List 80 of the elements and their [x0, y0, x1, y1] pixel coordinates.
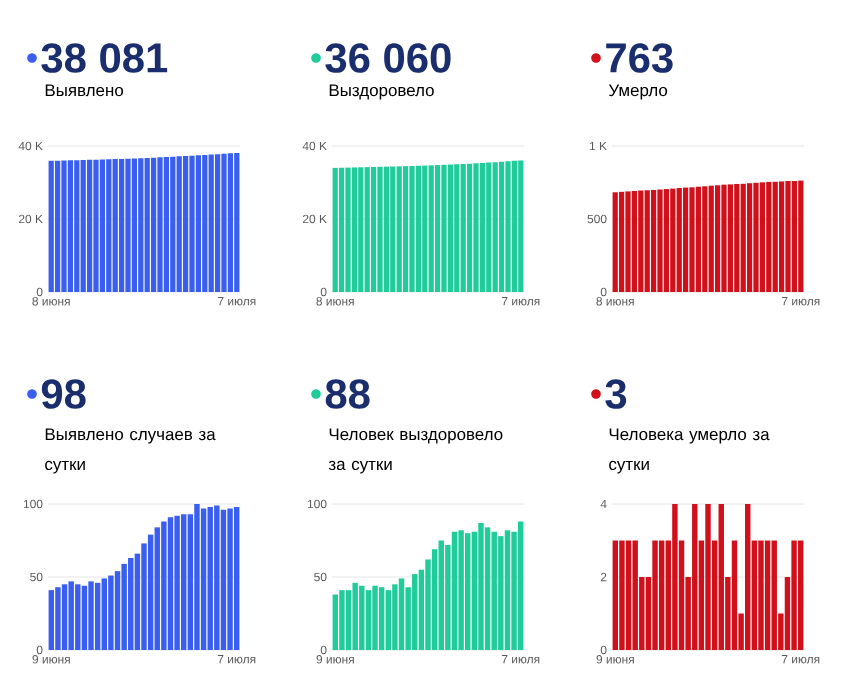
- bar: [385, 590, 391, 650]
- bar: [345, 590, 352, 650]
- bar: [731, 540, 738, 650]
- bar: [359, 585, 365, 650]
- chart-subtitle: Человек выздоровело за сутки: [328, 428, 503, 474]
- bar: [339, 590, 345, 650]
- bar: [438, 540, 444, 650]
- chart-title: 763: [606, 43, 673, 73]
- chart-subtitle: Выявлено: [45, 84, 124, 97]
- bar: [412, 574, 418, 650]
- bar: [365, 590, 372, 650]
- bar: [465, 533, 471, 650]
- bar: [652, 540, 658, 650]
- bar: [517, 521, 524, 650]
- bar: [797, 540, 804, 650]
- bar: [471, 531, 478, 650]
- bar: [68, 581, 74, 650]
- bar: [498, 536, 504, 650]
- bar: [612, 540, 619, 650]
- bar: [378, 587, 385, 650]
- bar: [692, 504, 698, 650]
- chart-title: 38 081: [41, 43, 168, 73]
- bar: [619, 540, 625, 650]
- bar: [758, 540, 764, 650]
- bar: [745, 504, 751, 650]
- bar: [332, 594, 339, 650]
- bar: [791, 540, 797, 650]
- bar: [718, 504, 724, 650]
- bar: [352, 582, 358, 650]
- bar: [220, 509, 227, 650]
- bar: [625, 540, 632, 650]
- bar: [372, 585, 378, 650]
- chart-subtitle: Выздоровело: [329, 84, 434, 100]
- bar: [147, 534, 154, 650]
- chart-subtitle: Выявлено случаев за сутки: [45, 428, 216, 474]
- chart-title: 88: [325, 379, 370, 409]
- bar: [632, 540, 638, 650]
- bar: [458, 530, 464, 650]
- bar: [478, 522, 484, 650]
- bar: [174, 515, 180, 650]
- bar: [108, 575, 114, 650]
- bar: [771, 540, 777, 650]
- bar: [141, 543, 147, 650]
- bar: [55, 587, 61, 650]
- bar: [451, 531, 458, 650]
- bar: [128, 558, 134, 650]
- bar: [764, 540, 771, 650]
- bar: [200, 508, 207, 650]
- bar: [88, 581, 94, 650]
- bar: [94, 582, 101, 650]
- bar: [75, 584, 81, 650]
- bar: [431, 549, 438, 650]
- bar: [181, 514, 187, 650]
- bar: [81, 585, 88, 650]
- bar: [398, 578, 405, 650]
- bar: [194, 504, 200, 650]
- bar: [392, 584, 398, 650]
- bar: [101, 578, 107, 650]
- chart-title: 3: [605, 379, 627, 409]
- bar: [658, 540, 665, 650]
- bar: [233, 506, 240, 650]
- bar: [672, 504, 678, 650]
- bar: [48, 590, 55, 650]
- bar: [61, 584, 68, 650]
- bar: [167, 517, 174, 650]
- bar: [484, 527, 491, 650]
- bar: [114, 571, 121, 650]
- bar: [214, 505, 220, 650]
- bar: [227, 508, 233, 650]
- bar: [504, 530, 511, 650]
- bar: [161, 521, 167, 650]
- bar: [154, 527, 160, 650]
- bar: [121, 563, 127, 650]
- bar: [491, 531, 497, 650]
- bar: [207, 506, 213, 650]
- chart-title: 98: [41, 379, 86, 409]
- bar: [705, 504, 711, 650]
- chart-subtitle: Человека умерло за сутки: [609, 428, 770, 474]
- chart-subtitle: Умерло: [608, 84, 668, 100]
- chart-title: 36 060: [325, 43, 451, 73]
